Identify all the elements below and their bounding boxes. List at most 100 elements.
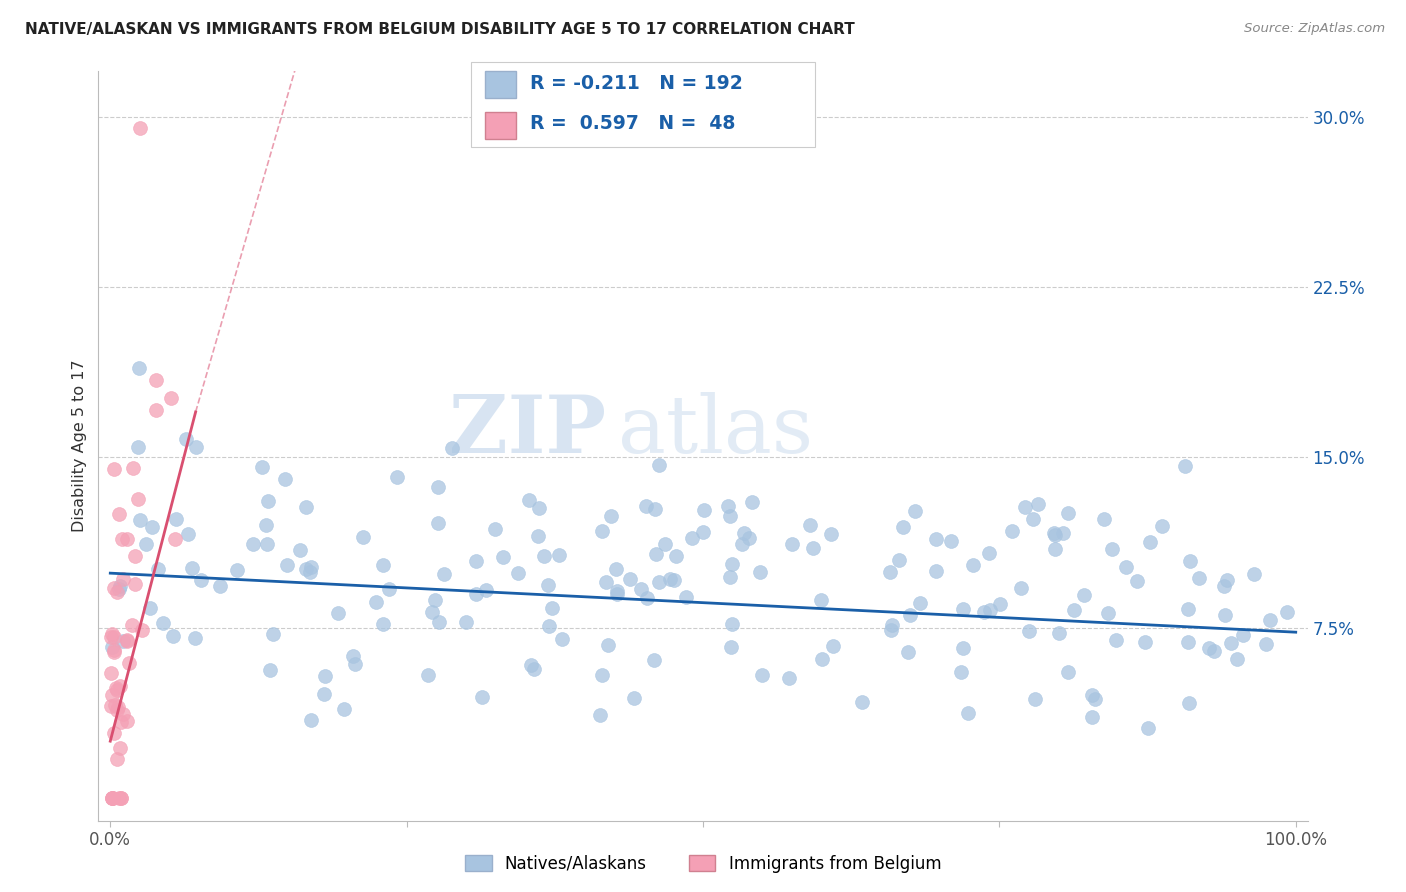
Point [107, 700, 129, 714]
Point [949, 665, 972, 679]
Point [103, 726, 125, 740]
Point [1081, 688, 1104, 702]
Point [148, 561, 170, 575]
Point [636, 591, 658, 605]
Point [1204, 644, 1226, 658]
Point [925, 564, 948, 578]
Text: Source: ZipAtlas.com: Source: ZipAtlas.com [1244, 22, 1385, 36]
Point [290, 543, 312, 558]
Point [675, 591, 697, 605]
Point [1043, 528, 1066, 542]
Point [100, 698, 122, 713]
Point [418, 668, 440, 682]
Point [110, 715, 132, 730]
Legend: Natives/Alaskans, Immigrants from Belgium: Natives/Alaskans, Immigrants from Belgiu… [458, 848, 948, 880]
Text: ZIP: ZIP [450, 392, 606, 470]
Point [778, 671, 800, 685]
Point [527, 529, 550, 543]
Point [425, 592, 447, 607]
Point [1137, 721, 1160, 735]
Point [751, 667, 773, 681]
Point [128, 513, 150, 527]
Point [956, 706, 979, 721]
Point [129, 121, 152, 136]
Point [780, 537, 803, 551]
Point [898, 607, 921, 622]
Point [820, 527, 842, 541]
Point [749, 566, 772, 580]
Point [643, 653, 665, 667]
Point [887, 552, 910, 566]
Point [1014, 500, 1036, 514]
Point [1115, 560, 1137, 574]
Point [1022, 512, 1045, 526]
Point [101, 791, 124, 805]
Point [988, 597, 1011, 611]
Point [1198, 640, 1220, 655]
Point [352, 530, 374, 544]
Point [105, 752, 128, 766]
Point [276, 558, 298, 572]
Point [492, 550, 515, 565]
Point [314, 669, 336, 683]
Point [630, 582, 652, 596]
Point [108, 579, 131, 593]
Point [152, 616, 174, 631]
Point [110, 791, 132, 805]
Point [107, 507, 129, 521]
Point [659, 572, 682, 586]
Point [343, 657, 366, 671]
Point [117, 714, 139, 728]
Point [342, 649, 364, 664]
Point [110, 741, 132, 756]
Point [879, 566, 901, 580]
Point [465, 554, 488, 568]
Point [1043, 525, 1066, 540]
Point [110, 791, 132, 805]
Point [962, 558, 984, 572]
Point [103, 643, 125, 657]
Point [108, 679, 131, 693]
Point [103, 582, 125, 596]
Point [131, 624, 153, 638]
Point [103, 630, 125, 644]
Point [373, 558, 395, 573]
Point [644, 501, 666, 516]
Point [103, 461, 125, 475]
Point [250, 459, 273, 474]
Point [103, 645, 125, 659]
Point [880, 618, 903, 632]
Point [737, 531, 759, 545]
Point [645, 548, 668, 562]
Point [181, 561, 204, 575]
Point [104, 698, 127, 712]
Point [159, 392, 181, 406]
Point [1057, 665, 1080, 679]
Point [636, 500, 658, 514]
Point [801, 541, 824, 555]
Point [122, 461, 145, 475]
Point [259, 663, 281, 677]
Point [693, 503, 716, 517]
Point [1215, 607, 1237, 622]
Point [1133, 635, 1156, 649]
Point [692, 525, 714, 540]
Point [665, 549, 688, 563]
Text: NATIVE/ALASKAN VS IMMIGRANTS FROM BELGIUM DISABILITY AGE 5 TO 17 CORRELATION CHA: NATIVE/ALASKAN VS IMMIGRANTS FROM BELGIU… [25, 22, 855, 37]
Point [165, 511, 187, 525]
Point [121, 617, 143, 632]
Point [105, 683, 128, 698]
Point [551, 632, 574, 646]
Point [1084, 692, 1107, 706]
Point [538, 619, 561, 633]
Point [273, 472, 295, 486]
Point [174, 432, 197, 446]
Point [141, 520, 163, 534]
Point [924, 532, 946, 546]
Point [664, 574, 686, 588]
Point [681, 531, 703, 545]
Point [952, 601, 974, 615]
Point [1152, 519, 1174, 533]
Point [420, 605, 443, 619]
Point [1057, 506, 1080, 520]
